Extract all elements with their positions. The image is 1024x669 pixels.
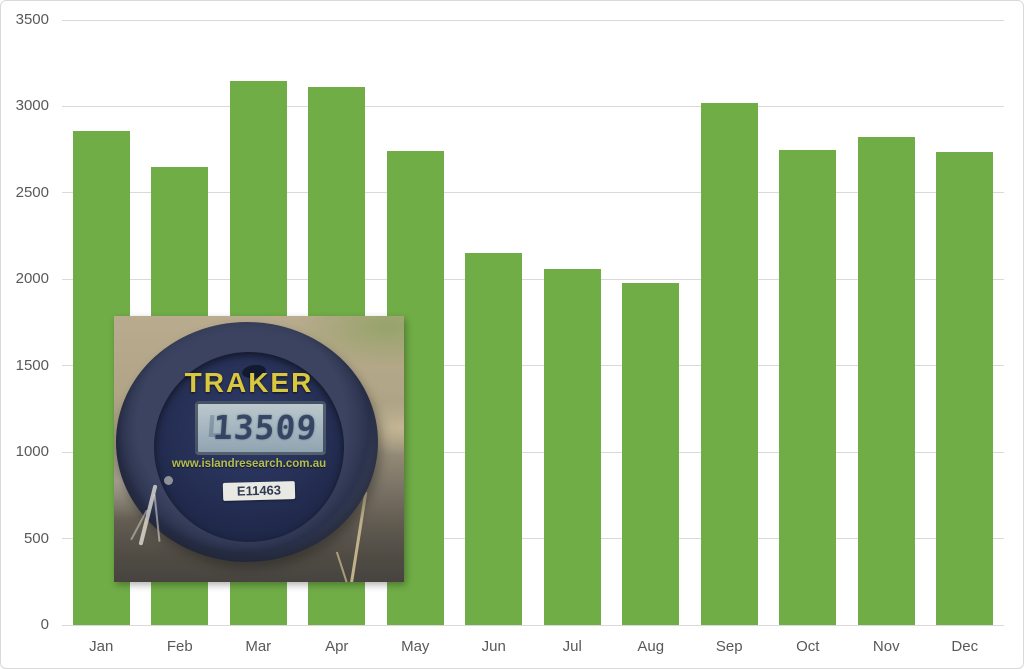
traker-device-photo: TRAKER L 13509 www.islandresearch.com.au… [114, 316, 404, 582]
gridline [62, 451, 1004, 453]
x-axis-label-aug: Aug [637, 638, 665, 655]
x-axis-label-nov: Nov [872, 638, 900, 655]
x-axis-label-jan: Jan [89, 638, 114, 655]
x-axis-label-jun: Jun [481, 638, 506, 655]
bar-nov[interactable] [857, 136, 915, 625]
gridline [62, 192, 1004, 194]
device-outer-ring: TRAKER L 13509 www.islandresearch.com.au… [116, 322, 378, 562]
lcd-display: L 13509 [195, 401, 326, 455]
y-axis-tick-label: 1000 [15, 443, 49, 461]
bar-aug[interactable] [622, 282, 680, 625]
y-axis-tick-label: 2500 [15, 183, 49, 201]
bar-oct[interactable] [779, 149, 837, 625]
y-axis-tick-label: 2000 [15, 270, 49, 288]
bar-jun[interactable] [465, 253, 523, 625]
bar-jul[interactable] [543, 268, 601, 625]
gridline [62, 278, 1004, 280]
device-face: TRAKER L 13509 www.islandresearch.com.au… [154, 352, 344, 542]
device-brand-text: TRAKER [184, 367, 314, 398]
device-serial-label: E11463 [222, 481, 296, 501]
cobweb-scratch [164, 476, 173, 485]
gridline [62, 19, 1004, 21]
gridline [62, 365, 1004, 367]
y-axis-tick-label: 3000 [15, 97, 49, 115]
y-axis-tick-label: 0 [40, 616, 49, 633]
x-axis-label-apr: Apr [325, 638, 349, 655]
x-axis-label-jul: Jul [562, 638, 582, 655]
x-axis-label-oct: Oct [796, 638, 820, 655]
gridline [62, 538, 1004, 540]
y-axis-tick-label: 500 [23, 529, 49, 547]
x-axis-label-mar: Mar [245, 638, 272, 655]
x-axis-label-feb: Feb [166, 638, 193, 655]
twig-decoration [335, 551, 351, 582]
y-axis-tick-label: 3500 [15, 11, 49, 28]
y-axis-tick-label: 1500 [15, 356, 49, 374]
x-axis-label-dec: Dec [951, 638, 979, 655]
bar-dec[interactable] [936, 152, 994, 625]
device-website-text: www.islandresearch.com.au [171, 458, 327, 470]
bar-sep[interactable] [700, 102, 758, 625]
x-axis-label-may: May [401, 638, 430, 655]
x-axis-label-sep: Sep [715, 638, 743, 655]
x-axis-line [62, 624, 1004, 626]
lcd-reading: 13509 [211, 408, 319, 447]
gridline [62, 105, 1004, 107]
